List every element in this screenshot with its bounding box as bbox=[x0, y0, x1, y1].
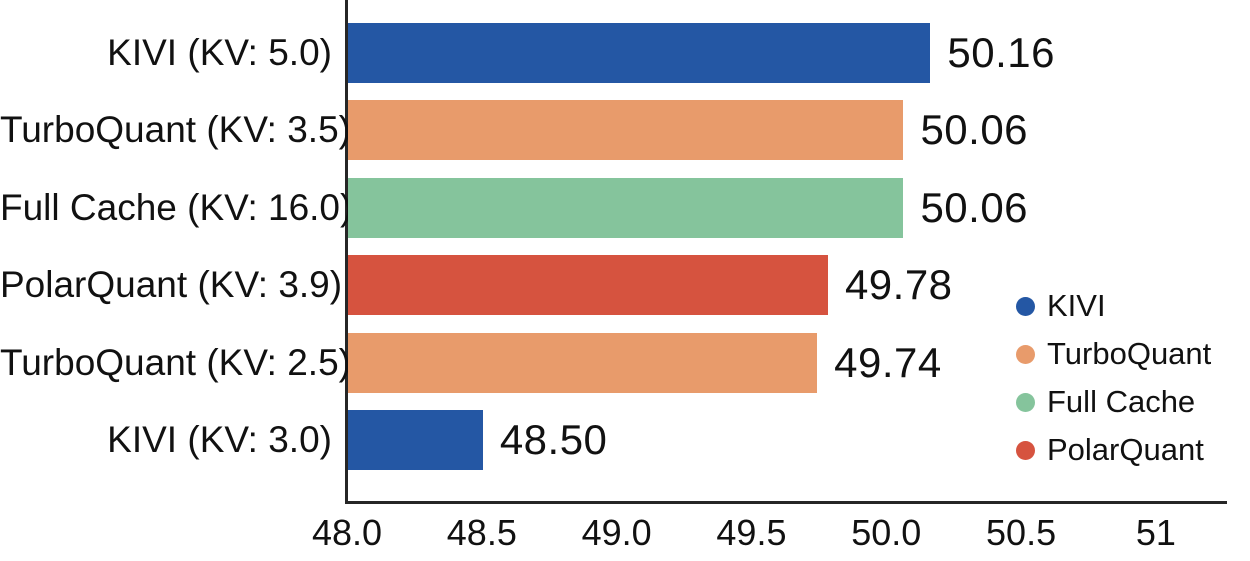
bar-value-label: 49.78 bbox=[844, 261, 953, 309]
category-label: TurboQuant (KV: 2.5) bbox=[0, 341, 351, 383]
x-tick-label: 48.0 bbox=[311, 512, 383, 553]
bar bbox=[348, 100, 904, 161]
bar-value-label: 50.06 bbox=[920, 106, 1029, 154]
x-tick-label: 49.0 bbox=[581, 512, 652, 553]
bar bbox=[348, 410, 483, 470]
bar-value-label: 50.16 bbox=[947, 29, 1055, 76]
category-label: PolarQuant (KV: 3.9) bbox=[0, 264, 343, 306]
x-tick-label: 50.0 bbox=[851, 512, 922, 553]
category-label: KIVI (KV: 5.0) bbox=[107, 32, 332, 73]
legend-dot-icon bbox=[1016, 296, 1035, 316]
legend-dot-icon bbox=[1016, 440, 1035, 460]
legend-dot-icon bbox=[1016, 344, 1035, 364]
legend-label: TurboQuant bbox=[1047, 336, 1212, 371]
legend-entry: TurboQuant bbox=[1016, 337, 1211, 371]
bar bbox=[348, 255, 828, 316]
legend-entry: Full Cache bbox=[1016, 385, 1211, 419]
legend: KIVI TurboQuant Full Cache PolarQuant bbox=[1016, 289, 1211, 481]
legend-entry: KIVI bbox=[1016, 289, 1211, 323]
category-label: Full Cache (KV: 16.0) bbox=[0, 186, 353, 228]
legend-label: KIVI bbox=[1047, 288, 1106, 323]
legend-label: Full Cache bbox=[1047, 384, 1196, 419]
legend-label: PolarQuant bbox=[1047, 432, 1204, 467]
bar bbox=[348, 23, 931, 83]
legend-entry: PolarQuant bbox=[1016, 433, 1211, 467]
bar bbox=[348, 177, 904, 238]
x-tick-label: 49.5 bbox=[716, 512, 787, 553]
bar-value-label: 48.50 bbox=[499, 416, 608, 463]
x-tick-label: 50.5 bbox=[986, 512, 1057, 553]
legend-dot-icon bbox=[1016, 392, 1035, 412]
bar-value-label: 50.06 bbox=[920, 183, 1029, 231]
category-label: TurboQuant (KV: 3.5) bbox=[0, 109, 351, 151]
x-axis-line bbox=[345, 501, 1227, 504]
category-label: KIVI (KV: 3.0) bbox=[107, 419, 332, 460]
y-axis-line bbox=[345, 0, 348, 503]
x-tick-label: 48.5 bbox=[446, 512, 517, 553]
x-tick-label: 51 bbox=[1135, 512, 1176, 553]
bar bbox=[348, 332, 818, 393]
bar-value-label: 49.74 bbox=[834, 338, 942, 386]
